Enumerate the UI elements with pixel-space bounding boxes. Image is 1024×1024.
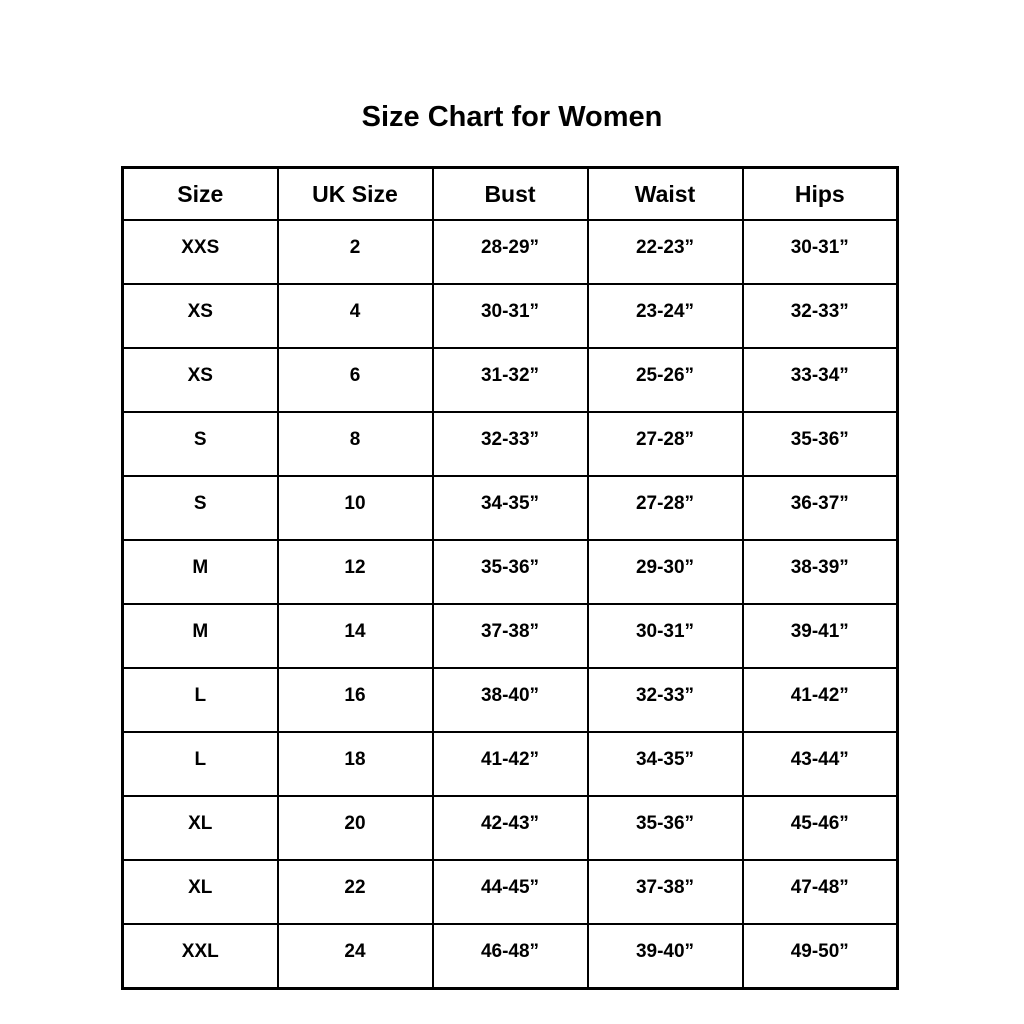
table-cell: 34-35”: [431, 475, 589, 541]
table-cell: 23-24”: [586, 283, 744, 349]
table-row: XS 4 30-31” 23-24” 32-33”: [121, 283, 899, 349]
table-cell: 37-38”: [431, 603, 589, 669]
table-cell: 47-48”: [741, 859, 899, 925]
table-cell: 16: [276, 667, 434, 733]
size-chart-table: Size UK Size Bust Waist Hips XXS 2 28-29…: [121, 166, 899, 990]
table-cell: 25-26”: [586, 347, 744, 413]
table-row: XL 20 42-43” 35-36” 45-46”: [121, 795, 899, 861]
table-cell: M: [121, 539, 279, 605]
table-cell: XXL: [121, 923, 279, 990]
table-cell: S: [121, 411, 279, 477]
table-cell: XS: [121, 283, 279, 349]
table-cell: 33-34”: [741, 347, 899, 413]
table-cell: XL: [121, 795, 279, 861]
table-cell: 49-50”: [741, 923, 899, 990]
table-cell: L: [121, 667, 279, 733]
table-cell: 12: [276, 539, 434, 605]
table-cell: 35-36”: [586, 795, 744, 861]
table-cell: 24: [276, 923, 434, 990]
table-row: L 18 41-42” 34-35” 43-44”: [121, 731, 899, 797]
table-cell: 27-28”: [586, 475, 744, 541]
table-cell: 32-33”: [741, 283, 899, 349]
table-cell: 46-48”: [431, 923, 589, 990]
table-row: XXL 24 46-48” 39-40” 49-50”: [121, 923, 899, 990]
table-cell: 30-31”: [431, 283, 589, 349]
table-cell: 22-23”: [586, 219, 744, 285]
table-cell: 43-44”: [741, 731, 899, 797]
table-cell: 35-36”: [431, 539, 589, 605]
table-cell: 37-38”: [586, 859, 744, 925]
table-cell: 34-35”: [586, 731, 744, 797]
table-cell: M: [121, 603, 279, 669]
table-cell: 4: [276, 283, 434, 349]
table-cell: L: [121, 731, 279, 797]
table-cell: 28-29”: [431, 219, 589, 285]
table-cell: 35-36”: [741, 411, 899, 477]
table-cell: XL: [121, 859, 279, 925]
table-cell: 30-31”: [586, 603, 744, 669]
table-cell: 10: [276, 475, 434, 541]
table-row: S 10 34-35” 27-28” 36-37”: [121, 475, 899, 541]
table-row: L 16 38-40” 32-33” 41-42”: [121, 667, 899, 733]
column-header-size: Size: [121, 166, 279, 221]
table-cell: 38-39”: [741, 539, 899, 605]
table-cell: 18: [276, 731, 434, 797]
table-row: XS 6 31-32” 25-26” 33-34”: [121, 347, 899, 413]
table-row: XXS 2 28-29” 22-23” 30-31”: [121, 219, 899, 285]
table-cell: 2: [276, 219, 434, 285]
table-cell: 31-32”: [431, 347, 589, 413]
table-cell: 27-28”: [586, 411, 744, 477]
column-header-waist: Waist: [586, 166, 744, 221]
table-cell: 41-42”: [741, 667, 899, 733]
column-header-hips: Hips: [741, 166, 899, 221]
table-row: XL 22 44-45” 37-38” 47-48”: [121, 859, 899, 925]
table-cell: XS: [121, 347, 279, 413]
table-cell: 6: [276, 347, 434, 413]
table-cell: 38-40”: [431, 667, 589, 733]
table-cell: 32-33”: [586, 667, 744, 733]
table-cell: 30-31”: [741, 219, 899, 285]
table-row: S 8 32-33” 27-28” 35-36”: [121, 411, 899, 477]
table-cell: S: [121, 475, 279, 541]
table-cell: 36-37”: [741, 475, 899, 541]
table-cell: 45-46”: [741, 795, 899, 861]
table-cell: 39-41”: [741, 603, 899, 669]
table-cell: 39-40”: [586, 923, 744, 990]
table-cell: XXS: [121, 219, 279, 285]
table-cell: 44-45”: [431, 859, 589, 925]
table-row: M 12 35-36” 29-30” 38-39”: [121, 539, 899, 605]
table-row: M 14 37-38” 30-31” 39-41”: [121, 603, 899, 669]
table-cell: 29-30”: [586, 539, 744, 605]
table-cell: 22: [276, 859, 434, 925]
table-cell: 8: [276, 411, 434, 477]
table-cell: 14: [276, 603, 434, 669]
header-row: Size UK Size Bust Waist Hips: [121, 166, 899, 221]
table-cell: 41-42”: [431, 731, 589, 797]
page-title: Size Chart for Women: [361, 101, 663, 133]
column-header-uk-size: UK Size: [276, 166, 434, 221]
table-cell: 20: [276, 795, 434, 861]
column-header-bust: Bust: [431, 166, 589, 221]
table-cell: 32-33”: [431, 411, 589, 477]
table-cell: 42-43”: [431, 795, 589, 861]
